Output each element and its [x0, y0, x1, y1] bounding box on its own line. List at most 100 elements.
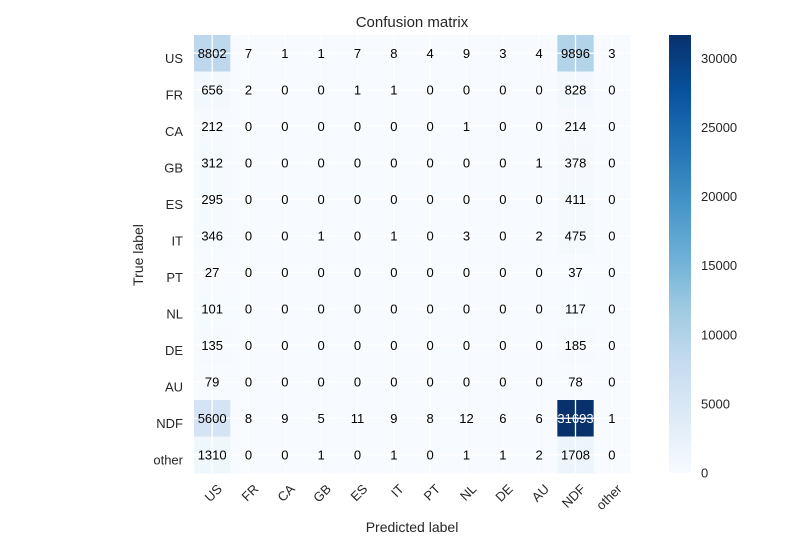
- cell-value-label: 0: [499, 374, 506, 389]
- cell-value-label: 0: [354, 228, 361, 243]
- cell-value-label: 0: [245, 265, 252, 280]
- cell-value-label: 312: [201, 155, 223, 170]
- cell-value-label: 0: [536, 82, 543, 97]
- cell-value-label: 0: [427, 228, 434, 243]
- cell-value-label: 2: [536, 447, 543, 462]
- cell-value-label: 79: [205, 374, 219, 389]
- cell-value-label: 6: [499, 411, 506, 426]
- cell-value-label: 0: [245, 338, 252, 353]
- cell-value-label: 0: [608, 338, 615, 353]
- cell-value-label: 0: [463, 338, 470, 353]
- cell-value-label: 1310: [198, 447, 227, 462]
- cell-value-label: 1: [499, 447, 506, 462]
- x-tick-labels: US FR CA GB ES IT PT NL DE AU NDF other: [202, 481, 626, 513]
- cell-value-label: 8802: [198, 46, 227, 61]
- cell-value-label: 0: [427, 265, 434, 280]
- cell-value-label: 7: [354, 46, 361, 61]
- cell-value-label: 1: [281, 46, 288, 61]
- cell-value-label: 9896: [561, 46, 590, 61]
- cell-value-label: 1: [390, 228, 397, 243]
- cell-value-label: 78: [568, 374, 582, 389]
- cell-value-label: 0: [499, 119, 506, 134]
- cell-value-label: 8: [390, 46, 397, 61]
- cell-value-label: 656: [201, 82, 223, 97]
- cell-value-label: 0: [536, 119, 543, 134]
- cell-value-label: 1: [318, 228, 325, 243]
- x-tick-label: ES: [348, 481, 371, 504]
- cell-value-label: 0: [427, 82, 434, 97]
- chart-title: Confusion matrix: [356, 14, 469, 31]
- cell-value-label: 3: [608, 46, 615, 61]
- cell-value-label: 0: [318, 301, 325, 316]
- y-axis-label: True label: [130, 224, 146, 286]
- y-tick-label: US: [165, 51, 183, 66]
- cell-value-label: 0: [608, 82, 615, 97]
- cell-value-label: 0: [427, 374, 434, 389]
- cell-value-label: 0: [281, 155, 288, 170]
- cell-value-label: 1: [318, 46, 325, 61]
- cell-value-label: 1: [318, 447, 325, 462]
- y-tick-label: CA: [165, 124, 183, 139]
- cell-value-label: 0: [354, 119, 361, 134]
- cell-value-label: 0: [245, 192, 252, 207]
- x-tick-label: FR: [239, 481, 262, 504]
- cell-value-label: 0: [354, 338, 361, 353]
- cell-value-label: 5: [318, 411, 325, 426]
- x-tick-label: GB: [310, 481, 334, 505]
- cell-value-label: 0: [318, 374, 325, 389]
- y-tick-labels: US FR CA GB ES IT PT NL DE AU NDF other: [153, 51, 183, 468]
- cell-value-label: 7: [245, 46, 252, 61]
- cell-value-label: 0: [463, 265, 470, 280]
- colorbar-tick-labels: 0 5000 10000 15000 20000 25000 30000: [701, 51, 737, 481]
- cell-value-label: 0: [499, 82, 506, 97]
- cell-value-label: 1: [463, 119, 470, 134]
- cell-value-label: 9: [281, 411, 288, 426]
- cell-value-label: 4: [427, 46, 434, 61]
- y-tick-label: PT: [166, 270, 183, 285]
- cell-value-label: 3: [463, 228, 470, 243]
- cell-value-label: 411: [565, 192, 586, 207]
- cell-value-label: 0: [536, 192, 543, 207]
- cell-value-label: 0: [499, 338, 506, 353]
- cell-value-label: 0: [281, 447, 288, 462]
- cell-value-label: 0: [608, 228, 615, 243]
- cell-value-label: 11: [351, 411, 365, 426]
- colorbar-tick-label: 10000: [701, 327, 737, 342]
- y-tick-label: NDF: [156, 416, 183, 431]
- cell-value-label: 2: [245, 82, 252, 97]
- cell-value-label: 0: [390, 374, 397, 389]
- cell-value-label: 117: [565, 301, 586, 316]
- cell-value-label: 0: [390, 301, 397, 316]
- cell-value-label: 37: [568, 265, 582, 280]
- cell-value-label: 0: [427, 119, 434, 134]
- colorbar: [669, 35, 691, 473]
- cell-value-label: 1: [463, 447, 470, 462]
- heatmap-cells: [194, 35, 631, 474]
- cell-value-label: 0: [245, 301, 252, 316]
- cell-value-label: 8: [427, 411, 434, 426]
- cell-value-label: 0: [427, 301, 434, 316]
- cell-value-label: 12: [459, 411, 473, 426]
- cell-value-label: 0: [390, 119, 397, 134]
- cell-value-label: 0: [318, 265, 325, 280]
- cell-value-label: 1: [608, 411, 615, 426]
- cell-value-label: 0: [354, 374, 361, 389]
- cell-value-label: 0: [390, 338, 397, 353]
- cell-value-label: 31693: [557, 411, 593, 426]
- cell-value-label: 0: [463, 374, 470, 389]
- cell-value-label: 0: [245, 119, 252, 134]
- cell-value-label: 0: [245, 447, 252, 462]
- cell-value-label: 0: [354, 301, 361, 316]
- cell-value-label: 0: [536, 301, 543, 316]
- cell-value-label: 0: [281, 374, 288, 389]
- colorbar-tick-label: 25000: [701, 120, 737, 135]
- colorbar-tick-label: 15000: [701, 258, 737, 273]
- x-tick-label: NL: [457, 481, 479, 503]
- cell-value-label: 0: [427, 447, 434, 462]
- cell-value-label: 295: [201, 192, 223, 207]
- cell-value-label: 0: [354, 447, 361, 462]
- cell-value-label: 0: [608, 265, 615, 280]
- cell-value-label: 0: [318, 82, 325, 97]
